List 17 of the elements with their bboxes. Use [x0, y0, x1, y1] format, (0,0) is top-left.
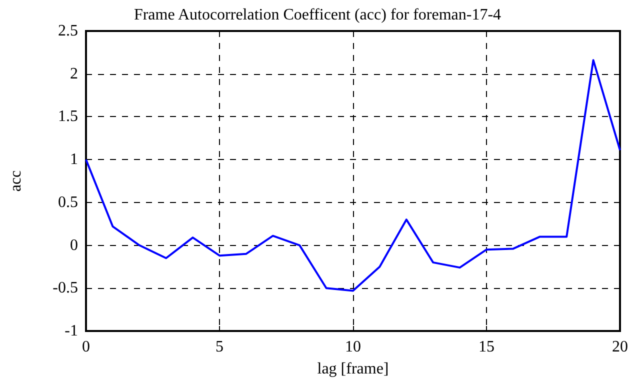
y-tick-label: 2.5 — [58, 22, 78, 40]
x-tick-label: 0 — [82, 338, 90, 356]
y-tick-label: 0.5 — [58, 194, 78, 211]
x-axis-title: lag [frame] — [317, 360, 389, 378]
line-series — [85, 59, 621, 292]
y-axis-title: acc — [8, 170, 24, 192]
y-tick-label: 1 — [70, 151, 78, 168]
x-tick-label: 15 — [478, 338, 494, 356]
y-tick-label: 1.5 — [58, 108, 78, 126]
x-tick-label: 10 — [345, 338, 361, 356]
y-tick-label: 2 — [70, 65, 78, 82]
chart-title: Frame Autocorrelation Coefficent (acc) for foreman-17-4 — [134, 6, 502, 24]
y-tick-label: -1 — [64, 322, 78, 340]
y-tick-label: 0 — [70, 236, 78, 254]
x-tick-label: 20 — [612, 338, 628, 356]
y-tick-label: -0.5 — [52, 280, 78, 297]
x-tick-label: 5 — [216, 338, 224, 356]
